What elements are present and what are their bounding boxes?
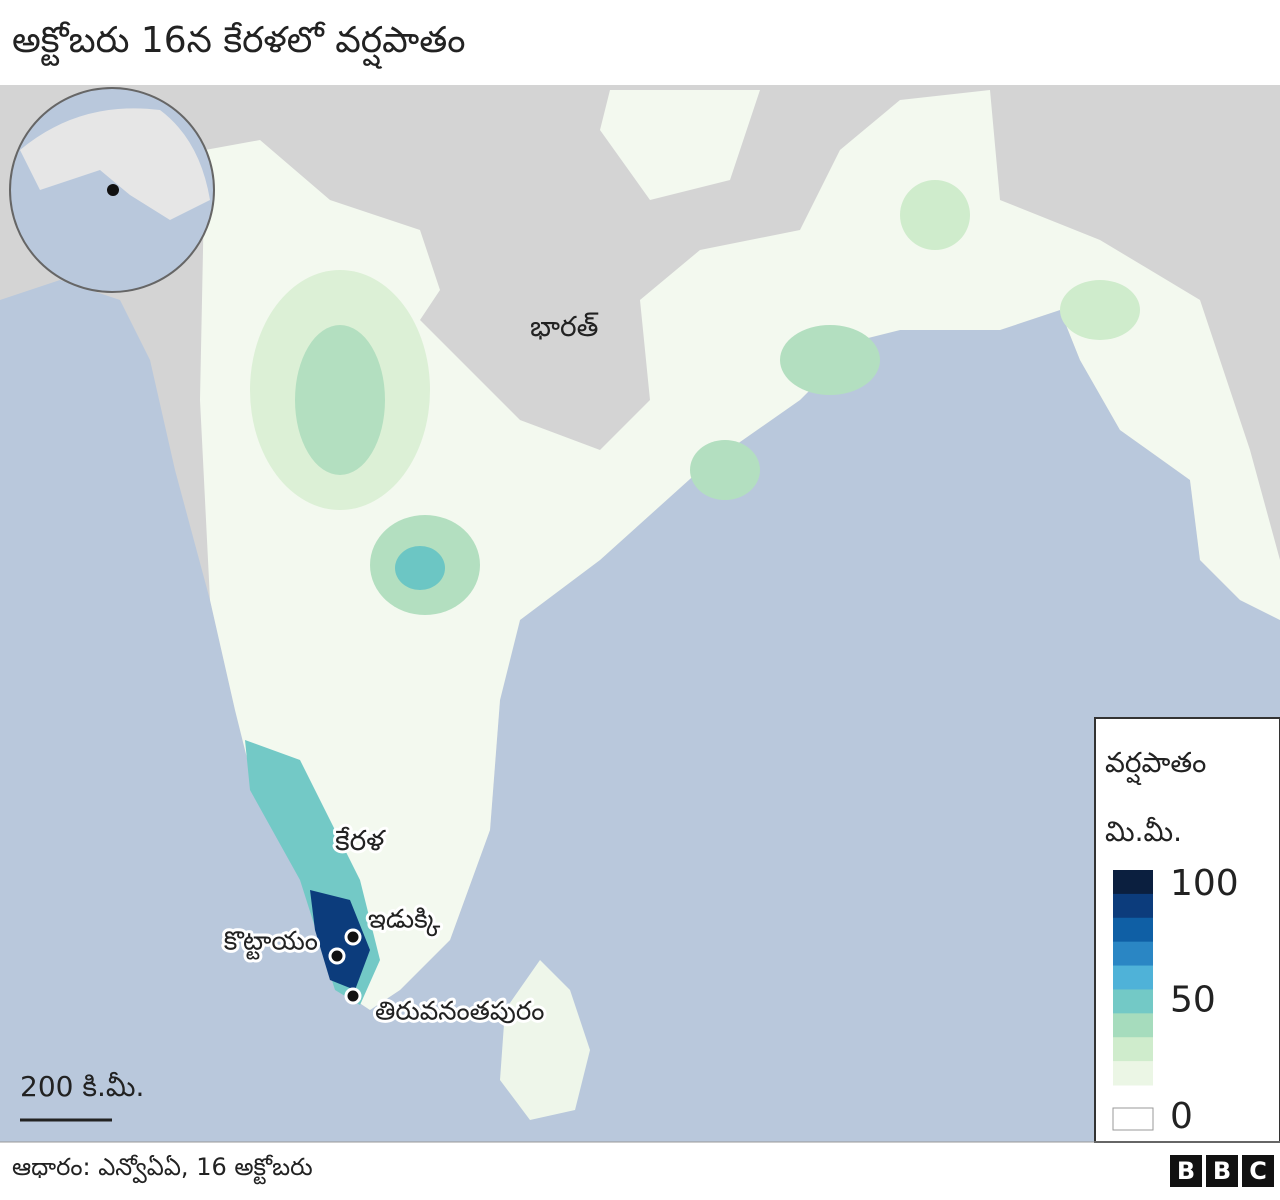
legend-unit: మి.మీ. xyxy=(1105,815,1182,848)
legend-swatch xyxy=(1113,1013,1153,1038)
city-label: ఇడుక్కి xyxy=(368,905,441,937)
legend-swatch xyxy=(1113,917,1153,943)
legend-scale: 100 50 0 xyxy=(1112,863,1239,1137)
logo-box xyxy=(1242,1155,1274,1187)
legend-tick-label: 50 xyxy=(1170,980,1216,1021)
logo-letter: C xyxy=(1249,1157,1267,1185)
scale-label: 200 కి.మీ. xyxy=(20,1070,144,1103)
logo-box xyxy=(1206,1155,1238,1187)
legend-tick-label: 100 xyxy=(1170,863,1239,904)
legend-zero-swatch xyxy=(1112,1107,1154,1131)
legend-swatch xyxy=(1113,1037,1153,1062)
legend-swatch xyxy=(1113,1061,1153,1086)
state-label: కేరళ xyxy=(335,824,386,857)
city-dots xyxy=(328,928,362,1005)
source: ఆధారం: ఎన్వోఏఏ, 16 అక్టోబరు xyxy=(12,1153,313,1185)
legend-tick-label: 0 xyxy=(1170,1096,1193,1137)
country-label: భారత్ xyxy=(530,310,599,343)
legend-swatch xyxy=(1113,941,1153,967)
legend-swatch xyxy=(1113,870,1153,895)
legend-swatch xyxy=(1113,893,1153,919)
logo-box xyxy=(1170,1155,1202,1187)
legend-swatch xyxy=(1113,989,1153,1014)
city-label: తిరువనంతపురం xyxy=(375,997,544,1027)
title: అక్టోబరు 16న కేరళలో వర్షపాతం xyxy=(12,20,466,69)
city-label: కొట్టాయం xyxy=(224,927,318,961)
map xyxy=(0,85,1280,1142)
logo-letter: B xyxy=(1177,1157,1195,1185)
legend-swatch xyxy=(1113,965,1153,990)
logo-letter: B xyxy=(1213,1157,1231,1185)
